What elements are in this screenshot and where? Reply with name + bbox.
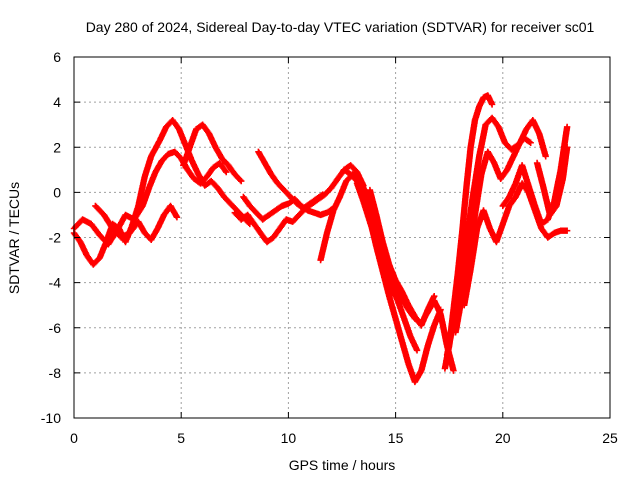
y-tick-label: -8 (49, 365, 62, 381)
series-track-h (317, 171, 421, 354)
series-track-g (255, 148, 326, 212)
x-axis-label: GPS time / hours (289, 457, 396, 473)
data-points-track-m (443, 114, 534, 358)
series-track-k (366, 186, 438, 329)
data-points-track-h (317, 171, 421, 354)
x-tick-label: 15 (388, 430, 404, 446)
data-layer (70, 92, 571, 386)
data-points-track-n (452, 117, 549, 336)
y-tick-label: -10 (41, 410, 61, 426)
y-tick-label: 6 (53, 49, 61, 65)
x-tick-label: 5 (177, 430, 185, 446)
y-tick-label: -4 (49, 275, 62, 291)
y-tick-label: 4 (53, 94, 61, 110)
y-tick-label: 2 (53, 139, 61, 155)
x-tick-label: 10 (281, 430, 297, 446)
series-track-n (452, 117, 549, 336)
data-points-track-c (92, 202, 181, 243)
x-tick-label: 25 (602, 430, 618, 446)
series-track-q (533, 144, 571, 219)
x-tick-label: 20 (495, 430, 511, 446)
chart-title: Day 280 of 2024, Sidereal Day-to-day VTE… (86, 19, 595, 35)
series-track-m (443, 114, 534, 358)
y-axis-label: SDTVAR / TECUs (6, 182, 22, 294)
series-track-c (92, 202, 181, 243)
data-points-track-d (180, 121, 245, 185)
series-track-d (180, 121, 245, 185)
data-points-track-q (533, 144, 571, 219)
y-tick-label: 0 (53, 184, 61, 200)
y-tick-label: -2 (49, 230, 62, 246)
y-tick-label: -6 (49, 320, 62, 336)
data-points-track-g (255, 148, 326, 212)
x-tick-label: 0 (70, 430, 78, 446)
tick-layer: 0 5 10 15 20 25 -10 -8 -6 -4 -2 0 2 4 6 (41, 49, 618, 446)
data-points-track-k (366, 186, 438, 329)
